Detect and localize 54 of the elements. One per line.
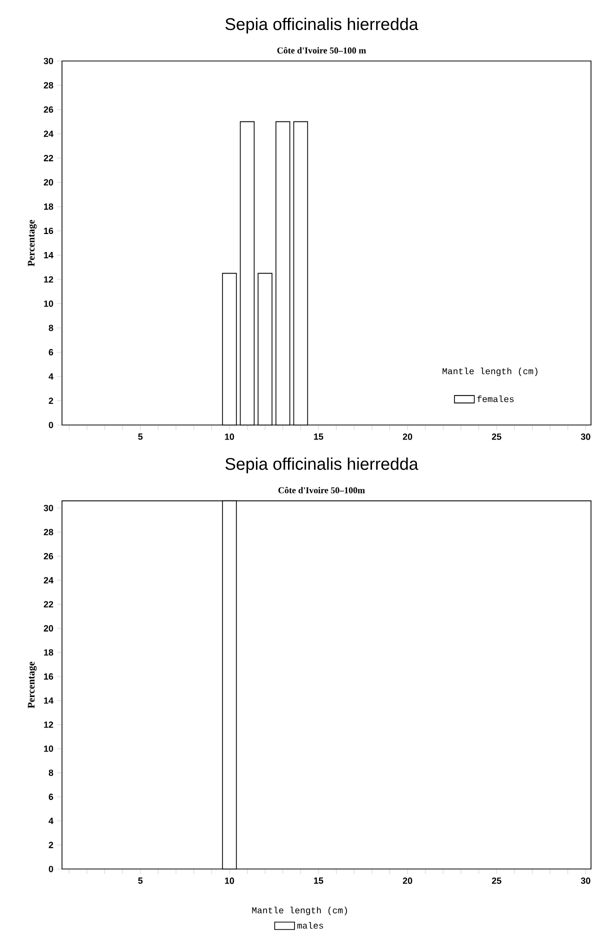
y-tick-label: 24 bbox=[44, 577, 54, 584]
x-tick-label: 15 bbox=[314, 434, 324, 440]
y-tick-label: 8 bbox=[48, 324, 54, 332]
y-tick-label: 14 bbox=[44, 697, 54, 704]
y-tick-label: 2 bbox=[48, 398, 54, 404]
y-tick-label: 4 bbox=[48, 373, 54, 380]
y-tick-label: 8 bbox=[48, 770, 54, 776]
y-tick-label: 0 bbox=[48, 422, 54, 428]
y-tick-label: 24 bbox=[44, 130, 54, 137]
x-tick-label: 15 bbox=[314, 878, 324, 884]
y-tick-label: 22 bbox=[44, 154, 54, 162]
y-tick-label: 6 bbox=[48, 349, 54, 356]
x-tick-label: 20 bbox=[402, 434, 412, 440]
y-tick-label: 22 bbox=[44, 601, 54, 608]
chart-subtitle: Côte d'Ivoire 50–100m bbox=[278, 486, 365, 494]
legend-title: Mantle length (cm) bbox=[442, 368, 538, 376]
x-tick-label: 30 bbox=[580, 434, 590, 440]
x-tick-label: 25 bbox=[492, 878, 502, 884]
y-tick-label: 4 bbox=[48, 818, 54, 824]
x-tick-label: 5 bbox=[138, 878, 143, 884]
y-tick-label: 10 bbox=[44, 300, 54, 307]
chart-subtitle: Côte d'Ivoire 50–100 m bbox=[277, 47, 366, 54]
y-tick-label: 26 bbox=[44, 552, 54, 560]
legend-label: females bbox=[477, 396, 514, 402]
y-tick-label: 30 bbox=[44, 504, 54, 512]
y-tick-label: 12 bbox=[44, 276, 54, 283]
y-tick-label: 20 bbox=[44, 179, 54, 186]
y-tick-label: 30 bbox=[44, 58, 54, 64]
y-tick-label: 0 bbox=[48, 866, 54, 872]
chart-title: Sepia officinalis hierredda bbox=[225, 18, 418, 34]
y-tick-label: 16 bbox=[44, 673, 54, 680]
y-tick-label: 14 bbox=[44, 252, 54, 258]
legend-label: males bbox=[297, 922, 324, 929]
y-tick-label: 20 bbox=[44, 625, 54, 632]
x-tick-label: 20 bbox=[402, 878, 412, 884]
y-tick-label: 2 bbox=[48, 842, 54, 848]
y-axis-title: Percentage bbox=[28, 662, 37, 708]
x-tick-label: 5 bbox=[138, 434, 143, 440]
y-tick-label: 6 bbox=[48, 794, 54, 800]
legend-title: Mantle length (cm) bbox=[252, 906, 347, 916]
y-tick-label: 16 bbox=[44, 228, 54, 234]
chart-title: Sepia officinalis hierredda bbox=[225, 458, 418, 474]
y-tick-label: 10 bbox=[44, 746, 54, 752]
y-axis-title: Percentage bbox=[28, 220, 37, 266]
x-tick-label: 25 bbox=[492, 434, 502, 440]
x-tick-label: 10 bbox=[225, 434, 234, 440]
y-tick-label: 28 bbox=[44, 528, 54, 536]
y-tick-label: 26 bbox=[44, 106, 54, 113]
y-tick-label: 28 bbox=[44, 82, 54, 88]
x-tick-label: 10 bbox=[225, 878, 234, 884]
y-tick-label: 18 bbox=[44, 649, 54, 656]
y-tick-label: 18 bbox=[44, 203, 54, 210]
x-tick-label: 30 bbox=[580, 878, 590, 884]
y-tick-label: 12 bbox=[44, 721, 54, 728]
